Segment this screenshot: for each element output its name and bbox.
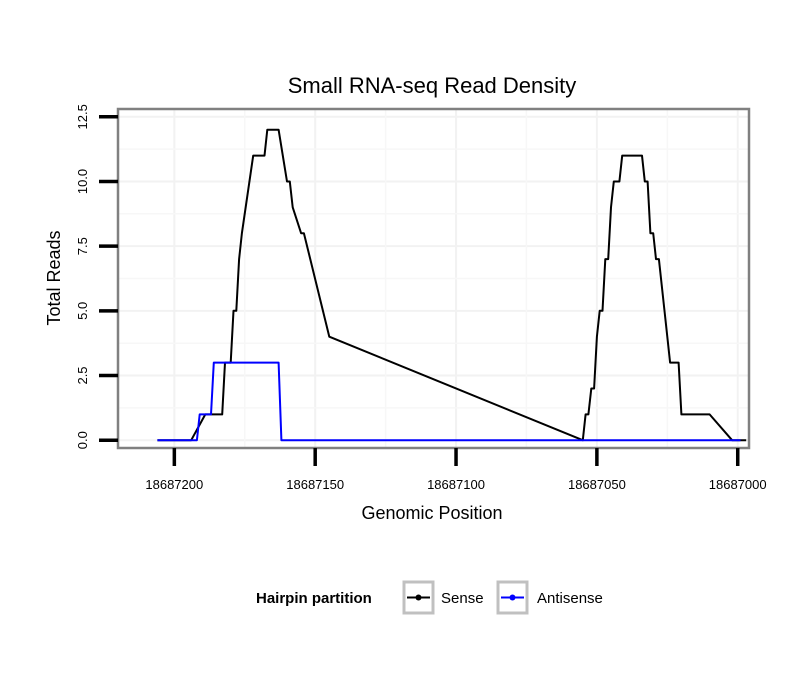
y-tick-label: 5.0 <box>75 302 90 320</box>
x-tick-label: 18687050 <box>568 477 626 492</box>
y-tick-label: 7.5 <box>75 237 90 255</box>
plot-frame <box>116 107 751 450</box>
legend-label-antisense: Antisense <box>537 590 603 607</box>
x-axis: 18687200 18687150 18687100 18687050 18687000 <box>145 448 767 492</box>
x-tick-label: 18687150 <box>286 477 344 492</box>
legend: Hairpin partition Sense Antisense <box>256 580 603 615</box>
y-tick-label: 12.5 <box>75 104 90 129</box>
legend-title: Hairpin partition <box>256 590 372 607</box>
legend-item-antisense: Antisense <box>496 580 603 615</box>
y-axis-title: Total Reads <box>44 230 64 325</box>
legend-marker-sense <box>415 594 422 601</box>
series-line-sense <box>157 128 747 442</box>
y-tick-label: 0.0 <box>75 431 90 449</box>
x-axis-title: Genomic Position <box>361 503 502 523</box>
y-tick-label: 2.5 <box>75 366 90 384</box>
x-tick-label: 18687200 <box>145 477 203 492</box>
series-line-antisense <box>157 361 741 442</box>
y-axis: 0.0 2.5 5.0 7.5 10.0 12.5 <box>75 104 118 449</box>
chart-title: Small RNA-seq Read Density <box>288 73 577 98</box>
legend-marker-antisense <box>509 594 516 601</box>
y-tick-label: 10.0 <box>75 169 90 194</box>
legend-label-sense: Sense <box>441 590 484 607</box>
series-layer <box>157 128 747 442</box>
legend-item-sense: Sense <box>402 580 484 615</box>
x-tick-label: 18687000 <box>709 477 767 492</box>
x-tick-label: 18687100 <box>427 477 485 492</box>
grid-minor <box>118 109 749 448</box>
